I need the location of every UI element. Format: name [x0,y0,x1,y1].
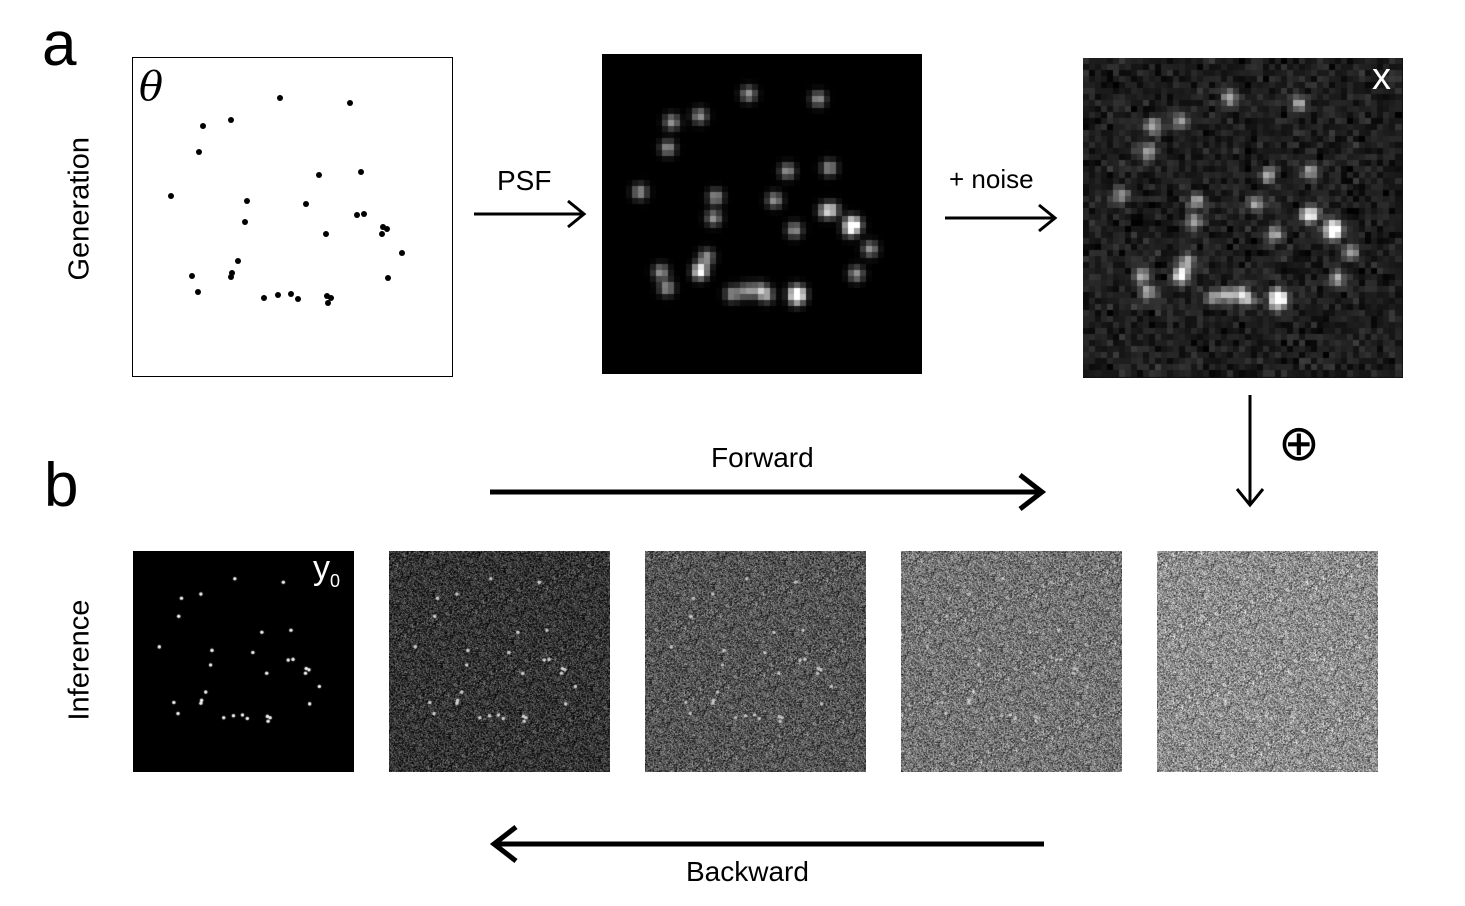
y0-label: y0 [312,551,340,591]
backward-label: Backward [686,856,809,887]
emitter-dot [195,289,201,295]
emitter-dot [277,95,283,101]
diffusion-step-1 [389,551,610,772]
emitter-dot [358,169,364,175]
emitter-dot [323,231,329,237]
emitter-dot [399,250,405,256]
diffusion-step-0-y0: y0 [133,551,354,772]
noise-label: + noise [949,164,1034,194]
emitter-dot [244,198,250,204]
generation-row-label: Generation [63,137,96,281]
emitter-dot [288,291,294,297]
emitter-dot [354,212,360,218]
emitter-dot [228,274,234,280]
emitter-dot [325,300,331,306]
psf-blurred-image [602,54,922,374]
forward-arrow [490,473,1047,511]
emitter-dot [385,275,391,281]
x-label: x [1372,58,1391,98]
emitter-dot [242,219,248,225]
emitter-dot [168,193,174,199]
psf-arrow [474,199,587,229]
inference-row-label: Inference [63,599,96,721]
emitter-dot [228,117,234,123]
backward-arrow [489,825,1044,863]
emitter-dot [295,296,301,302]
diffusion-step-3 [901,551,1122,772]
emitter-dot [347,100,353,106]
noise-arrow [945,203,1058,233]
emitter-dot [200,123,206,129]
emitter-dot [379,231,385,237]
emitter-dot [316,172,322,178]
forward-label: Forward [711,442,814,473]
theta-emitter-panel: θ [132,57,453,377]
psf-label: PSF [497,165,552,196]
theta-label: θ [139,64,164,110]
noisy-image-x: x [1083,58,1403,378]
diffusion-step-2 [645,551,866,772]
emitter-dot [361,211,367,217]
emitter-dot [384,226,390,232]
emitter-dot [328,295,334,301]
emitter-dot [196,149,202,155]
emitter-dot [235,258,241,264]
emitter-dots [168,95,405,306]
emitter-dot [303,201,309,207]
panel-a-letter: a [42,10,77,79]
panel-b-letter: b [44,451,79,520]
conditioning-arrow [1235,395,1265,508]
emitter-dot [275,292,281,298]
oplus-icon: ⊕ [1278,414,1320,472]
emitter-dot [261,295,267,301]
emitter-dot [189,273,195,279]
diffusion-step-4 [1157,551,1378,772]
